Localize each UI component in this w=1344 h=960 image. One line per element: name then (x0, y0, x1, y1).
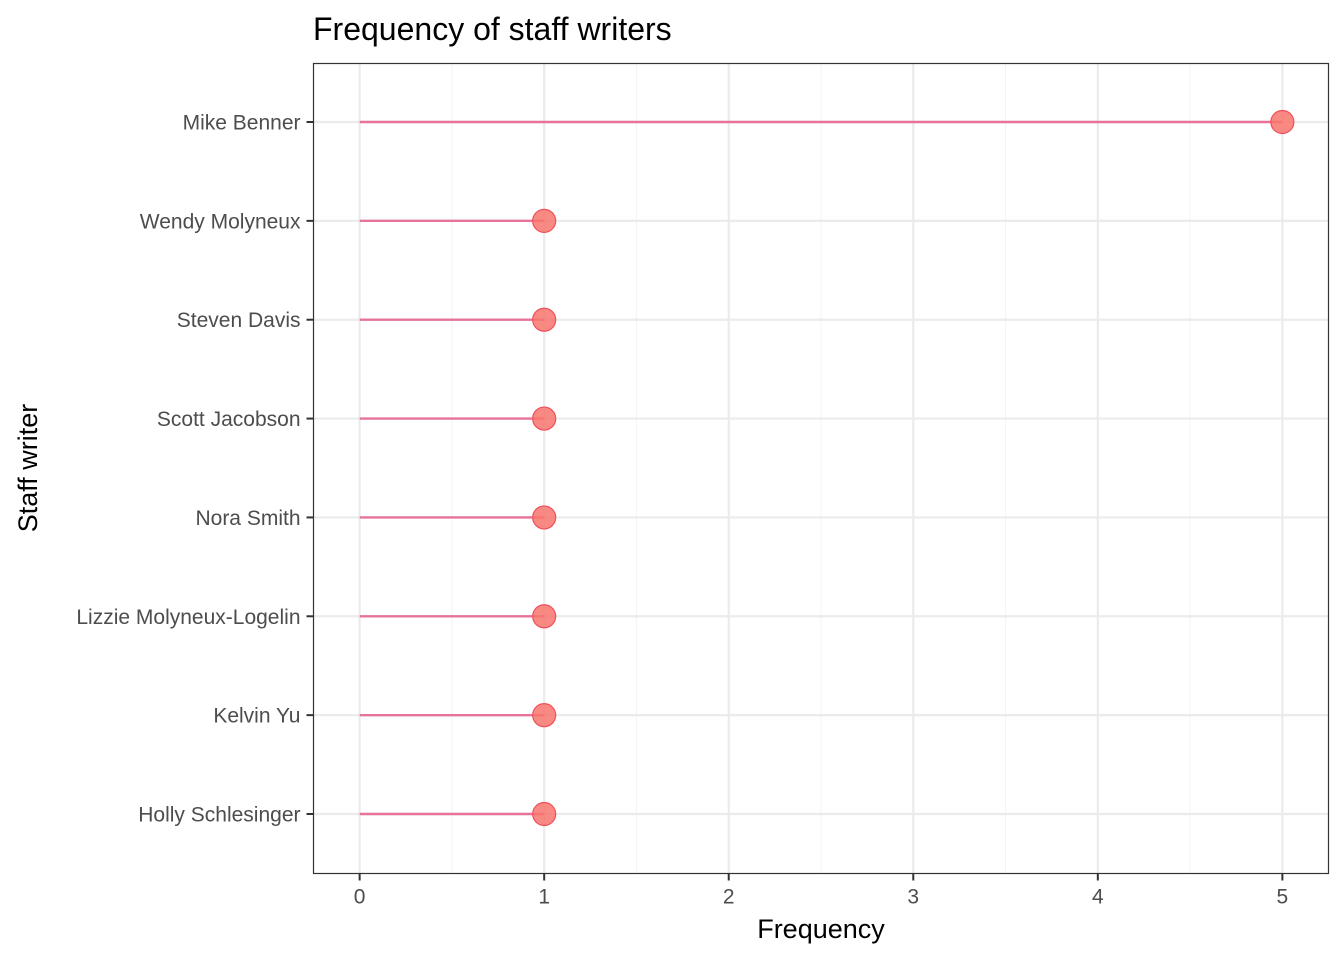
lollipop-point (532, 208, 557, 233)
y-tick-label: Lizzie Molyneux-Logelin (76, 606, 300, 629)
y-tick-label: Nora Smith (195, 507, 300, 530)
x-tick-label: 4 (1092, 886, 1104, 909)
lollipop-point (532, 307, 557, 332)
y-tick-label: Scott Jacobson (157, 408, 301, 431)
lollipop-point (532, 801, 557, 827)
lollipop-point (532, 604, 557, 629)
grid-lines (313, 63, 1329, 874)
lollipop-point (532, 505, 557, 530)
x-tick-label: 0 (354, 886, 366, 909)
y-tick-label: Kelvin Yu (213, 705, 300, 728)
y-tick-label: Wendy Molyneux (140, 210, 301, 233)
chart-title: Frequency of staff writers (313, 11, 672, 47)
x-tick-label: 2 (723, 886, 735, 909)
y-axis: Mike Benner Wendy Molyneux Steven Davis Sco… (76, 112, 314, 827)
panel-border (312, 62, 1330, 875)
x-tick-label: 3 (907, 886, 919, 909)
lollipop-point (532, 406, 557, 431)
y-tick-label: Mike Benner (183, 112, 301, 135)
x-axis: 0 1 2 3 4 5 (354, 873, 1289, 909)
y-axis-title: Staff writer (13, 404, 43, 533)
x-tick-label: 1 (538, 886, 550, 909)
lollipop-point (1270, 109, 1295, 135)
y-tick-label: Steven Davis (177, 309, 301, 332)
x-axis-title: Frequency (757, 914, 885, 944)
data-marks (359, 109, 1295, 827)
x-tick-label: 5 (1277, 886, 1289, 909)
lollipop-point (532, 703, 557, 728)
y-tick-label: Holly Schlesinger (138, 804, 300, 827)
